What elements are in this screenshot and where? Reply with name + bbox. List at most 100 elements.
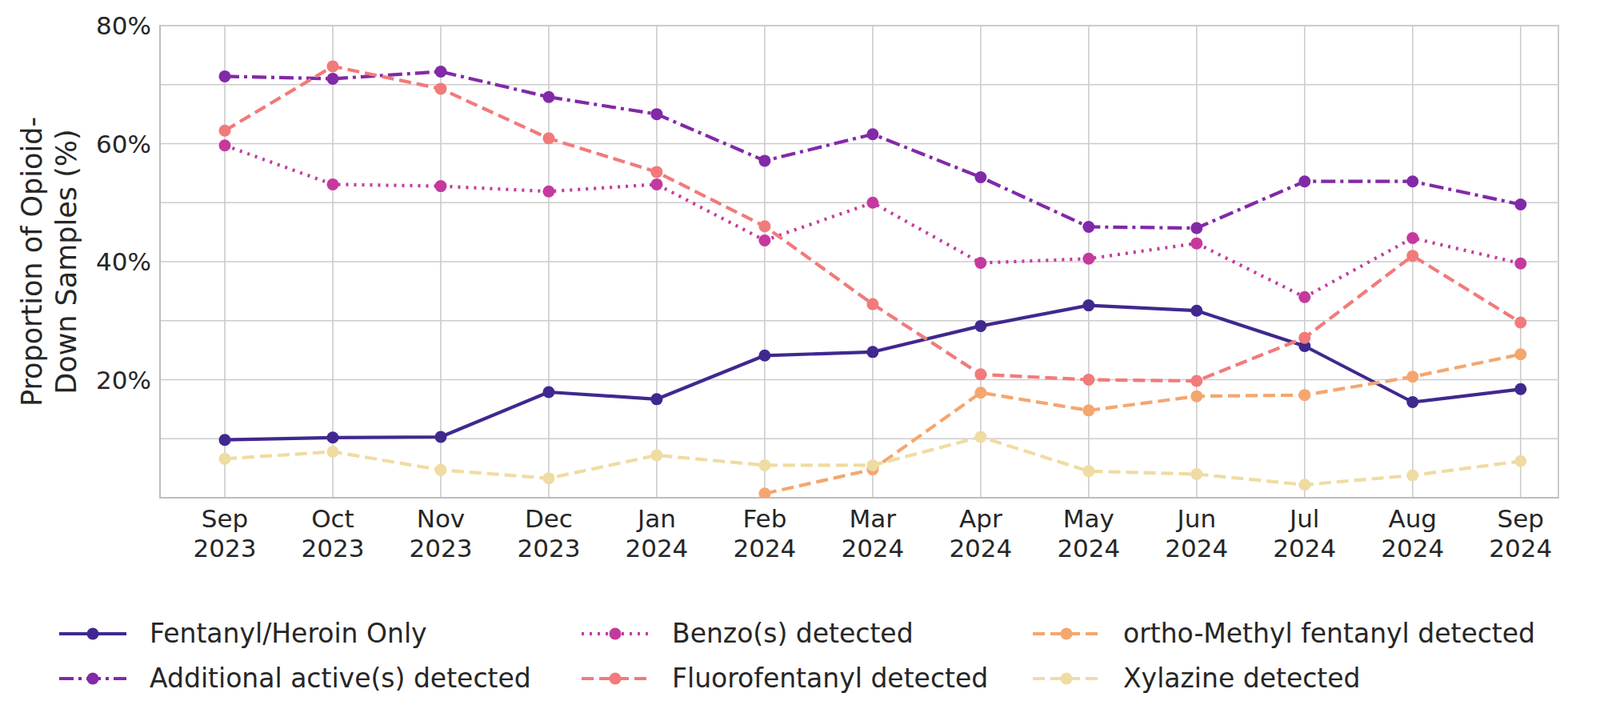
legend-label: ortho-Methyl fentanyl detected [1123, 617, 1536, 649]
series-marker [542, 91, 555, 104]
x-tick-label: Oct2023 [301, 504, 365, 563]
grid-line [1304, 25, 1306, 498]
series-line [224, 436, 1521, 485]
y-tick-label: 60% [96, 129, 152, 159]
series-marker [1514, 348, 1527, 360]
series-marker [1406, 396, 1419, 408]
series-marker [866, 345, 879, 358]
series-marker [218, 70, 231, 83]
x-tick-label-line: 2024 [1380, 533, 1444, 563]
grid-line [160, 379, 1559, 381]
x-tick-label-line: 2024 [840, 533, 904, 563]
series-marker [218, 124, 231, 137]
series-marker [1190, 304, 1203, 317]
y-tick-label: 40% [96, 247, 152, 276]
x-tick-label: Sep2023 [193, 504, 257, 563]
series-marker [974, 320, 987, 332]
grid-line [1196, 25, 1198, 498]
x-tick-label-line: Feb [742, 504, 787, 533]
series-line [224, 66, 1521, 381]
x-tick-label: May2024 [1056, 504, 1120, 563]
series-marker [1514, 316, 1527, 328]
series-marker [866, 298, 879, 311]
x-tick-label-line: 2024 [624, 533, 688, 563]
series-marker [758, 349, 771, 362]
legend-marker [609, 672, 622, 685]
series-marker [1406, 370, 1419, 383]
x-tick-label: Jul2024 [1272, 504, 1336, 563]
x-tick-label: Feb2024 [732, 504, 796, 563]
legend-label: Additional active(s) detected [149, 662, 532, 694]
legend-label: Xylazine detected [1123, 662, 1361, 694]
x-tick-label-line: Sep [1497, 504, 1544, 533]
series-marker [1190, 374, 1203, 387]
x-tick-label-line: Nov [416, 504, 466, 533]
series-marker [542, 132, 555, 144]
series-marker [1082, 252, 1095, 265]
x-tick-label: Sep2024 [1488, 504, 1552, 563]
x-tick-label: Nov2023 [408, 504, 472, 563]
grid-line [656, 25, 658, 498]
series-marker [1082, 220, 1095, 233]
series-marker [758, 154, 771, 167]
x-tick-label-line: Aug [1388, 504, 1438, 533]
series-marker [1514, 455, 1527, 468]
series-marker [1514, 383, 1527, 396]
series-marker [974, 368, 987, 380]
x-tick-label-line: 2024 [732, 533, 796, 563]
grid-line [160, 84, 1559, 86]
legend-label: Fentanyl/Heroin Only [149, 617, 428, 649]
grid-line [224, 25, 226, 498]
x-tick-label-line: 2024 [948, 533, 1012, 563]
series-marker [1298, 478, 1311, 491]
series-marker [1298, 332, 1311, 344]
series-marker [650, 165, 663, 178]
series-group [218, 60, 1527, 498]
series-marker [434, 180, 447, 192]
x-tick-label-line: Mar [849, 504, 897, 533]
x-tick-label-line: 2024 [1056, 533, 1120, 563]
series-marker [1406, 175, 1419, 188]
y-axis-label-line: Down Samples (%) [50, 128, 83, 394]
series-marker [866, 128, 879, 140]
legend-marker [87, 672, 100, 685]
background [0, 0, 1600, 725]
x-tick-label: Aug2024 [1380, 504, 1444, 563]
x-tick-label: Apr2024 [948, 504, 1012, 563]
series-marker [326, 178, 339, 191]
series-marker [650, 392, 663, 405]
series-marker [1406, 232, 1419, 244]
series-marker [866, 196, 879, 209]
series-marker [1514, 198, 1527, 211]
grid-line [872, 25, 874, 498]
x-tick-label: Jan2024 [624, 504, 688, 563]
axis-line [160, 496, 1559, 499]
y-axis-label-line: Proportion of Opioid- [16, 116, 48, 407]
series-line [764, 354, 1521, 494]
plot-frame [160, 25, 1559, 498]
series-marker [650, 108, 663, 120]
series-marker [974, 431, 987, 444]
x-tick-label: Dec2023 [516, 504, 580, 563]
series-marker [542, 472, 555, 484]
y-tick-label: 80% [96, 11, 152, 40]
series-marker [650, 448, 663, 461]
series-marker [1082, 464, 1095, 477]
series-marker [1406, 249, 1419, 262]
series-marker [1082, 404, 1095, 416]
series-marker [1190, 390, 1203, 403]
legend-marker [1060, 672, 1073, 685]
x-tick-label-line: 2024 [1164, 533, 1228, 563]
x-tick-label-line: 2023 [301, 533, 365, 563]
y-axis-label: Proportion of Opioid-Down Samples (%) [16, 116, 83, 407]
series-marker [1082, 373, 1095, 386]
series-marker [434, 82, 447, 95]
legend-marker [87, 628, 100, 640]
grid-line [160, 260, 1559, 263]
x-tick-label-line: 2023 [408, 533, 472, 563]
series-marker [326, 60, 339, 72]
series-marker [1190, 221, 1203, 234]
x-tick-label-line: 2024 [1488, 533, 1552, 563]
series-line [224, 145, 1521, 298]
legend-label: Benzo(s) detected [672, 617, 914, 649]
